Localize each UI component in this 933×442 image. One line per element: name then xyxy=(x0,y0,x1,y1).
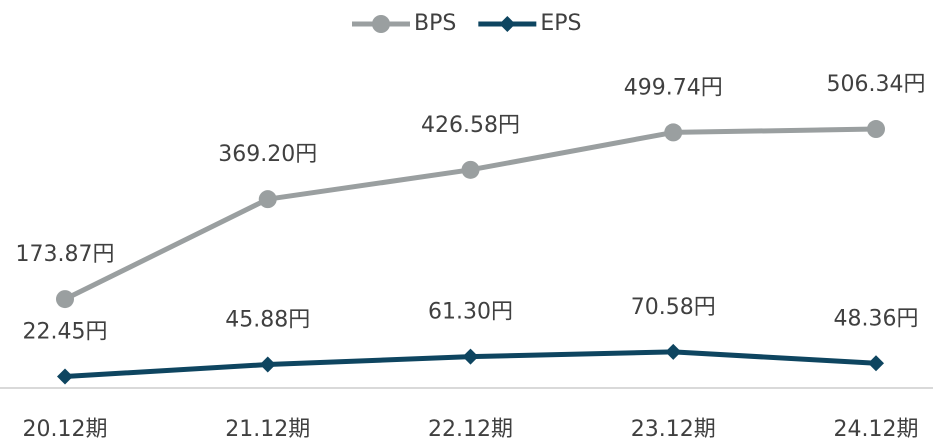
data-label: 61.30円 xyxy=(428,300,513,325)
data-point xyxy=(665,343,682,360)
data-point xyxy=(258,190,277,209)
data-point xyxy=(868,355,884,372)
x-tick-label: 21.12期 xyxy=(225,417,310,442)
data-point xyxy=(56,290,74,309)
legend-marker xyxy=(499,16,516,32)
data-label: 426.58円 xyxy=(421,113,520,138)
data-point xyxy=(461,160,480,179)
data-point xyxy=(259,356,276,373)
x-tick-label: 20.12期 xyxy=(23,417,108,442)
data-point xyxy=(664,123,683,142)
data-point xyxy=(867,120,885,139)
data-label: 45.88円 xyxy=(225,308,310,333)
data-label: 499.74円 xyxy=(624,75,723,100)
data-point xyxy=(57,368,73,385)
data-label: 369.20円 xyxy=(218,142,317,167)
legend-marker xyxy=(372,15,390,33)
legend-label: EPS xyxy=(540,11,581,36)
data-label: 173.87円 xyxy=(16,242,115,267)
data-label: 70.58円 xyxy=(631,295,716,320)
data-label: 22.45円 xyxy=(23,320,108,345)
x-tick-label: 23.12期 xyxy=(631,417,716,442)
data-label: 506.34円 xyxy=(827,72,926,97)
x-tick-label: 22.12期 xyxy=(428,417,513,442)
data-point xyxy=(462,348,479,365)
data-label: 48.36円 xyxy=(834,306,919,331)
series-line xyxy=(63,126,877,302)
legend-label: BPS xyxy=(414,11,456,36)
x-tick-label: 24.12期 xyxy=(834,417,919,442)
